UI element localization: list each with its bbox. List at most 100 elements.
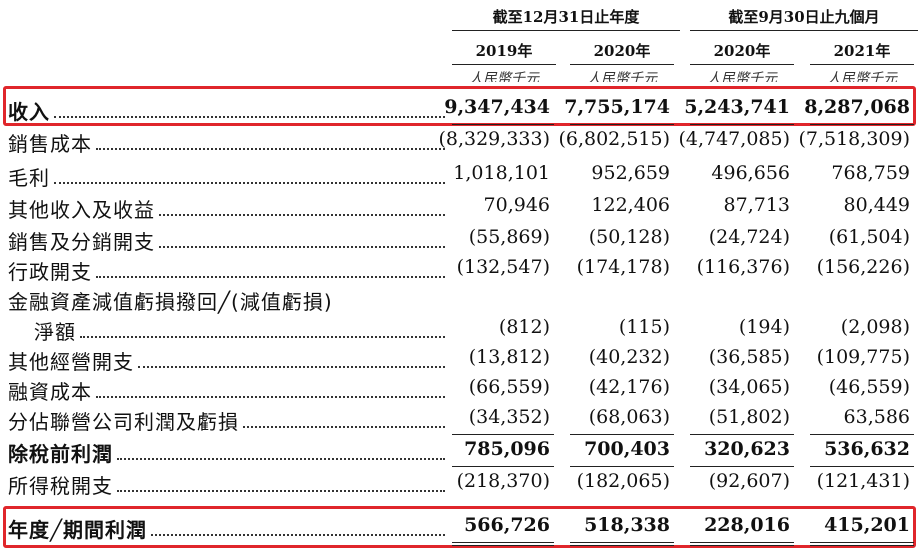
row-value: 228,016 — [704, 514, 790, 536]
row-value: (182,065) — [576, 470, 670, 492]
row-label: 金融資產減值虧損撥回╱(減值虧損) — [8, 290, 333, 314]
row-value: (68,063) — [588, 406, 670, 428]
row-value: (115) — [618, 316, 670, 338]
row-value: (42,176) — [588, 376, 670, 398]
highlight-box-revenue — [3, 86, 916, 126]
highlight-box-profit — [3, 506, 916, 548]
row-value: 496,656 — [711, 162, 790, 184]
sum-underline — [452, 466, 554, 467]
group-header-year: 截至12月31日止年度 — [492, 8, 640, 26]
row-value: (156,226) — [816, 256, 910, 278]
row-value: (8,329,333) — [438, 128, 550, 150]
row-value: 122,406 — [591, 194, 670, 216]
row-label: 毛利 — [8, 166, 50, 190]
row-value: 768,759 — [831, 162, 910, 184]
row-value: (116,376) — [696, 256, 790, 278]
row-value: 70,946 — [483, 194, 550, 216]
column-rule — [570, 64, 674, 65]
unit-label: 人民幣千元 — [707, 71, 777, 82]
row-value: (36,585) — [708, 346, 790, 368]
sum-underline — [810, 542, 914, 543]
sum-underline — [810, 124, 914, 125]
row-label: 除稅前利潤 — [8, 442, 113, 466]
row-value: 785,096 — [464, 438, 550, 460]
row-value: 320,623 — [704, 438, 790, 460]
group-header-nine-months: 截至9月30日止九個月 — [728, 8, 880, 26]
sum-underline — [570, 124, 674, 125]
row-value: (132,547) — [456, 256, 550, 278]
row-value: (174,178) — [576, 256, 670, 278]
row-value: 566,726 — [464, 514, 550, 536]
row-label: 分佔聯營公司利潤及虧損 — [8, 410, 239, 434]
row-value: (812) — [498, 316, 550, 338]
column-header-2021-nine: 2021年 — [833, 42, 891, 60]
row-value: 415,201 — [824, 514, 910, 536]
row-value: 80,449 — [843, 194, 910, 216]
column-rule — [810, 64, 914, 65]
leader-dots — [54, 182, 445, 184]
row-value: 9,347,434 — [444, 96, 550, 118]
table-row: 淨額 (812) (115) (194) (2,098) — [0, 314, 919, 344]
table-row: 其他經營開支 (13,812) (40,232) (36,585) (109,775) — [0, 344, 919, 374]
table-row: 收入 9,347,434 7,755,174 5,243,741 8,287,068 — [0, 94, 919, 124]
row-label: 淨額 — [34, 320, 76, 344]
row-value: (6,802,515) — [558, 128, 670, 150]
table-row: 銷售及分銷開支 (55,869) (50,128) (24,724) (61,504) — [0, 224, 919, 254]
column-header-2020: 2020年 — [593, 42, 651, 60]
row-label: 行政開支 — [8, 260, 92, 284]
group-rule-year — [452, 30, 680, 31]
leader-dots — [138, 366, 445, 368]
row-value: 1,018,101 — [453, 162, 550, 184]
row-value: 7,755,174 — [564, 96, 670, 118]
table-row: 除稅前利潤 785,096 700,403 320,623 536,632 — [0, 436, 919, 466]
sum-underline — [810, 545, 914, 546]
column-header-2020-nine: 2020年 — [713, 42, 771, 60]
leader-dots — [96, 276, 445, 278]
row-value: (194) — [738, 316, 790, 338]
table-row: 毛利 1,018,101 952,659 496,656 768,759 — [0, 160, 919, 190]
row-value: (218,370) — [456, 470, 550, 492]
row-label: 其他收入及收益 — [8, 198, 155, 222]
sum-underline — [690, 542, 794, 543]
row-value: 536,632 — [824, 438, 910, 460]
row-value: 87,713 — [723, 194, 790, 216]
table-row: 其他收入及收益 70,946 122,406 87,713 80,449 — [0, 192, 919, 222]
row-value: (7,518,309) — [798, 128, 910, 150]
leader-dots — [117, 490, 445, 492]
row-value: (51,802) — [708, 406, 790, 428]
row-value: 63,586 — [843, 406, 910, 428]
leader-dots — [243, 426, 445, 428]
table-row: 分佔聯營公司利潤及虧損 (34,352) (68,063) (51,802) 63,58… — [0, 404, 919, 434]
row-value: (50,128) — [588, 226, 670, 248]
row-value: (61,504) — [828, 226, 910, 248]
row-value: 952,659 — [591, 162, 670, 184]
column-rule — [690, 64, 794, 65]
column-rule — [452, 64, 556, 65]
row-value: (55,869) — [468, 226, 550, 248]
unit-label: 人民幣千元 — [827, 71, 897, 82]
sum-underline — [452, 545, 554, 546]
table-row: 行政開支 (132,547) (174,178) (116,376) (156,226) — [0, 254, 919, 284]
sum-underline — [690, 434, 794, 435]
table-row: 所得稅開支 (218,370) (182,065) (92,607) (121,431) — [0, 468, 919, 498]
row-value: (121,431) — [816, 470, 910, 492]
table-row: 金融資產減值虧損撥回╱(減值虧損) — [0, 284, 919, 314]
unit-label: 人民幣千元 — [587, 71, 657, 82]
sum-underline — [452, 542, 554, 543]
leader-dots — [80, 336, 445, 338]
row-value: 8,287,068 — [804, 96, 910, 118]
sum-underline — [690, 466, 794, 467]
table-row: 融資成本 (66,559) (42,176) (34,065) (46,559) — [0, 374, 919, 404]
group-rule-nine-months — [690, 30, 918, 31]
table-row: 年度╱期間利潤 566,726 518,338 228,016 415,201 — [0, 512, 919, 542]
leader-dots — [54, 116, 445, 118]
row-label: 銷售成本 — [8, 132, 92, 156]
sum-underline — [810, 466, 914, 467]
row-value: 518,338 — [584, 514, 670, 536]
sum-underline — [570, 434, 674, 435]
row-value: 700,403 — [584, 438, 670, 460]
column-header-2019: 2019年 — [475, 42, 533, 60]
row-value: (66,559) — [468, 376, 550, 398]
row-label: 收入 — [8, 100, 50, 124]
row-value: (34,352) — [468, 406, 550, 428]
